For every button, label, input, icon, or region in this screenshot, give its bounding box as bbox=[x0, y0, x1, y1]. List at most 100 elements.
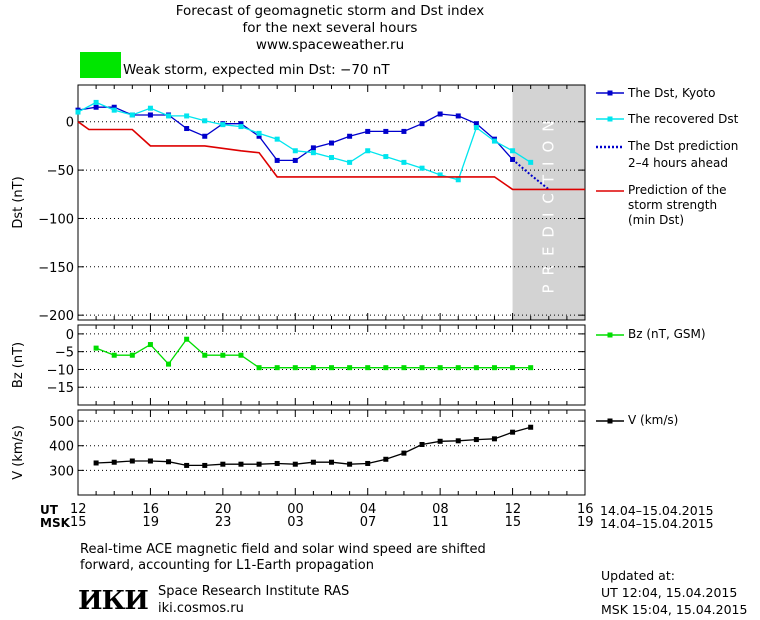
prediction-label: PREDICTION bbox=[539, 111, 557, 293]
series-dst-recovered-point bbox=[75, 109, 81, 115]
legend-dst-kyoto: The Dst, Kyoto bbox=[628, 86, 716, 100]
series-dst-recovered-point bbox=[347, 159, 353, 165]
series-dst-recovered-point bbox=[455, 177, 461, 183]
legend-strength-l1: Prediction of the bbox=[628, 183, 727, 197]
series-bz-point bbox=[220, 352, 226, 358]
chart-title-line2: for the next several hours bbox=[242, 20, 418, 36]
series-dst-kyoto-point bbox=[292, 157, 298, 163]
series-bz-point bbox=[365, 365, 371, 371]
institute-name: Space Research Institute RAS bbox=[158, 584, 350, 599]
series-v-point bbox=[329, 459, 334, 465]
series-bz-point bbox=[202, 352, 208, 358]
series-v-point bbox=[383, 456, 389, 462]
iki-logo: ИКИ bbox=[78, 586, 149, 616]
series-dst-recovered-point bbox=[528, 159, 534, 165]
series-v-point bbox=[292, 461, 298, 467]
series-bz-point bbox=[93, 345, 99, 351]
series-v-point bbox=[129, 458, 135, 464]
legend-swatch-recovered-marker bbox=[607, 116, 613, 122]
legend-dst-recovered: The recovered Dst bbox=[628, 112, 739, 126]
time-tick-label: 19 bbox=[577, 515, 594, 530]
time-tick-label: 07 bbox=[359, 515, 377, 530]
series-dst-recovered-point bbox=[383, 154, 389, 160]
series-bz-point bbox=[166, 361, 172, 367]
y-tick-label: −15 bbox=[47, 381, 74, 396]
series-dst-recovered-point bbox=[129, 112, 135, 118]
time-tick-label: 19 bbox=[142, 515, 159, 530]
series-bz-point bbox=[329, 365, 334, 371]
series-v-point bbox=[184, 462, 190, 468]
series-v-point bbox=[473, 437, 479, 443]
series-bz-point bbox=[401, 365, 407, 371]
series-dst-kyoto-point bbox=[329, 140, 334, 146]
prediction-band bbox=[512, 85, 585, 320]
plot-frame bbox=[77, 84, 586, 321]
legend-swatch-bz-marker bbox=[607, 332, 613, 338]
institute-site[interactable]: iki.cosmos.ru bbox=[158, 601, 244, 616]
y-axis-label: V (km/s) bbox=[11, 425, 26, 480]
footer-note-line1: Real-time ACE magnetic field and solar w… bbox=[80, 542, 486, 557]
time-tick-label: 03 bbox=[287, 515, 304, 530]
y-tick-label: −200 bbox=[38, 309, 74, 324]
series-dst-recovered-point bbox=[292, 148, 298, 154]
series-dst-kyoto-point bbox=[202, 133, 208, 139]
series-bz-point bbox=[274, 365, 280, 371]
y-tick-label: −5 bbox=[55, 346, 74, 361]
series-dst-recovered-point bbox=[256, 130, 262, 136]
series-dst-recovered-point bbox=[329, 155, 334, 161]
y-tick-label: 0 bbox=[66, 116, 74, 131]
series-v-point bbox=[491, 436, 497, 442]
series-dst-recovered-point bbox=[365, 148, 371, 154]
series-dst-kyoto-point bbox=[510, 156, 516, 162]
series-bz-point bbox=[528, 365, 534, 371]
series-v-point bbox=[238, 461, 244, 467]
y-tick-label: −150 bbox=[38, 261, 74, 276]
series-dst-kyoto-point bbox=[437, 111, 443, 117]
series-v-point bbox=[310, 459, 316, 465]
chart-title-line1: Forecast of geomagnetic storm and Dst in… bbox=[175, 3, 485, 19]
series-bz-point bbox=[491, 365, 497, 371]
series-bz-point bbox=[419, 365, 425, 371]
time-tick-label: 15 bbox=[70, 515, 87, 530]
series-dst-recovered-point bbox=[111, 107, 117, 113]
legend-swatch-kyoto-marker bbox=[607, 90, 613, 96]
series-bz-point bbox=[473, 365, 479, 371]
series-dst-kyoto-point bbox=[455, 113, 461, 119]
storm-level-swatch bbox=[80, 52, 121, 78]
series-v-point bbox=[93, 460, 99, 466]
series-bz bbox=[95, 338, 531, 369]
time-tick-label: 20 bbox=[214, 502, 232, 517]
time-tick-label: 23 bbox=[214, 515, 232, 530]
legend-strength-l2: storm strength bbox=[628, 198, 718, 212]
series-dst-kyoto-point bbox=[147, 112, 153, 118]
series-storm-strength bbox=[77, 121, 585, 191]
series-dst-recovered-point bbox=[473, 125, 479, 131]
time-tick-label: 16 bbox=[577, 502, 594, 517]
series-dst-kyoto-point bbox=[238, 121, 244, 127]
series-dst-recovered-point bbox=[238, 124, 244, 130]
series-bz-point bbox=[437, 365, 443, 371]
y-tick-label: −10 bbox=[47, 363, 74, 378]
series-dst-recovered-point bbox=[510, 148, 516, 154]
y-tick-label: −100 bbox=[38, 212, 74, 227]
time-tick-label: 12 bbox=[70, 502, 87, 517]
series-bz-point bbox=[147, 342, 153, 348]
series-v-point bbox=[347, 461, 353, 467]
plot-frame bbox=[77, 409, 586, 496]
msk-axis-label: MSK bbox=[40, 516, 70, 530]
series-dst-kyoto-point bbox=[347, 133, 353, 139]
series-bz-point bbox=[256, 365, 262, 371]
ut-date-range: 14.04–15.04.2015 bbox=[600, 503, 714, 518]
series-dst-recovered-point bbox=[274, 136, 280, 142]
series-bz-point bbox=[184, 336, 190, 342]
series-dst-kyoto-point bbox=[310, 145, 316, 151]
series-dst-kyoto-point bbox=[401, 128, 407, 134]
series-dst-kyoto-point bbox=[93, 104, 99, 110]
y-axis-label: Bz (nT) bbox=[11, 342, 26, 388]
chart-title-url: www.spaceweather.ru bbox=[255, 37, 405, 53]
series-v-point bbox=[111, 459, 117, 465]
series-v-point bbox=[274, 460, 280, 466]
series-v-point bbox=[528, 424, 534, 430]
series-v-point bbox=[401, 450, 407, 456]
series-dst-kyoto-point bbox=[184, 126, 190, 132]
